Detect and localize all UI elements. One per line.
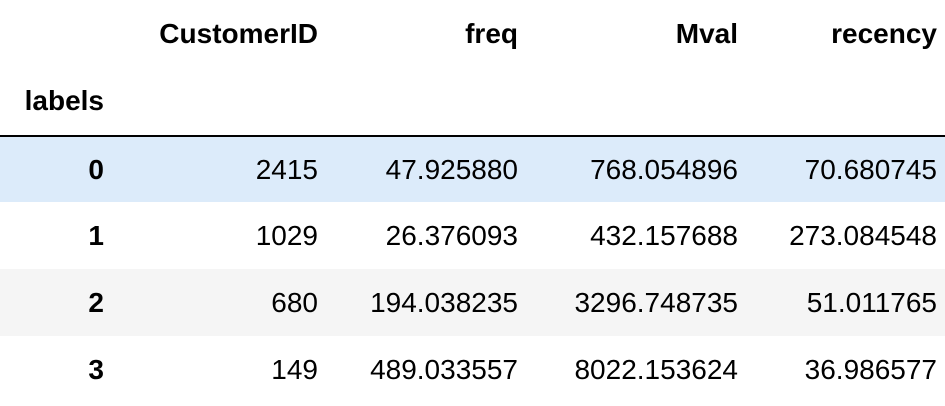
cell-customerid: 1029: [255, 219, 318, 251]
table-row: 1 1029 26.376093 432.157688 273.084548: [0, 202, 945, 269]
row-index-label: 1: [88, 219, 104, 251]
table-row: 0 2415 47.925880 768.054896 70.680745: [0, 136, 945, 202]
column-header-freq: freq: [465, 17, 518, 49]
column-header-customerid: CustomerID: [159, 17, 318, 49]
cell-recency: 70.680745: [804, 153, 937, 185]
row-index-label: 3: [88, 353, 104, 385]
table-row: 2 680 194.038235 3296.748735 51.011765: [0, 269, 945, 336]
index-name-row: labels: [0, 67, 945, 136]
cell-freq: 194.038235: [370, 286, 518, 318]
empty-header-cell: [326, 67, 526, 136]
column-header-recency: recency: [831, 17, 937, 49]
cell-mval: 432.157688: [590, 219, 738, 251]
row-index-label: 2: [88, 286, 104, 318]
index-corner-cell: [0, 0, 112, 67]
cell-customerid: 680: [271, 286, 318, 318]
cell-freq: 26.376093: [385, 219, 518, 251]
empty-header-cell: [746, 67, 945, 136]
row-index-label: 0: [88, 153, 104, 185]
cell-mval: 768.054896: [590, 153, 738, 185]
column-header-mval: Mval: [675, 17, 738, 49]
column-header-row: CustomerID freq Mval recency: [0, 0, 945, 67]
cell-customerid: 149: [271, 353, 318, 385]
empty-header-cell: [526, 67, 746, 136]
cell-recency: 273.084548: [789, 219, 937, 251]
cell-customerid: 2415: [255, 153, 318, 185]
cell-recency: 51.011765: [806, 286, 937, 318]
empty-header-cell: [112, 67, 326, 136]
cell-freq: 489.033557: [370, 353, 518, 385]
cell-mval: 8022.153624: [574, 353, 738, 385]
table-row: 3 149 489.033557 8022.153624 36.986577: [0, 336, 945, 403]
cell-mval: 3296.748735: [574, 286, 738, 318]
cell-freq: 47.925880: [385, 153, 518, 185]
cell-recency: 36.986577: [804, 353, 937, 385]
index-name-label: labels: [24, 85, 104, 116]
